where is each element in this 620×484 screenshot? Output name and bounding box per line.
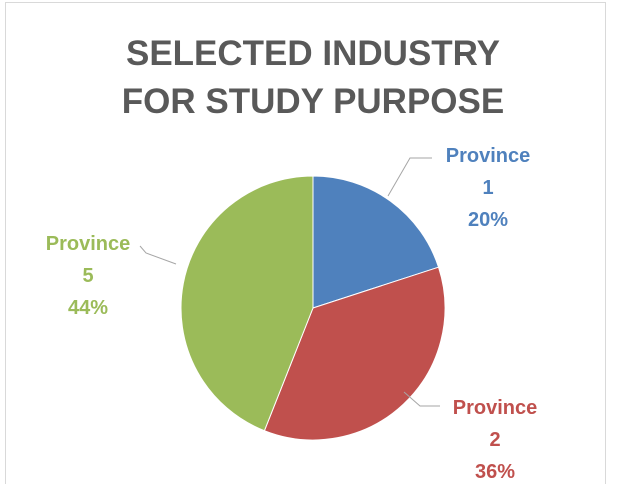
category-label: Province 2	[452, 397, 538, 451]
leader-line	[139, 245, 177, 265]
category-label: Province 5	[45, 233, 131, 287]
pie-slice	[263, 266, 446, 441]
leader-line	[387, 157, 432, 197]
leader-line	[403, 391, 440, 407]
data-label: Province 1 20%	[440, 140, 536, 236]
pie-slice	[312, 175, 440, 309]
chart-title: SELECTED INDUSTRY FOR STUDY PURPOSE	[121, 34, 505, 121]
category-label: Province 1	[445, 145, 531, 199]
value-label: 20%	[467, 209, 509, 231]
frame	[5, 2, 606, 484]
value-label: 36%	[474, 461, 516, 483]
data-label: Province 5 44%	[40, 228, 136, 324]
value-label: 44%	[67, 297, 109, 319]
pie-slice	[180, 175, 314, 432]
data-label: Province 2 36%	[447, 392, 543, 484]
